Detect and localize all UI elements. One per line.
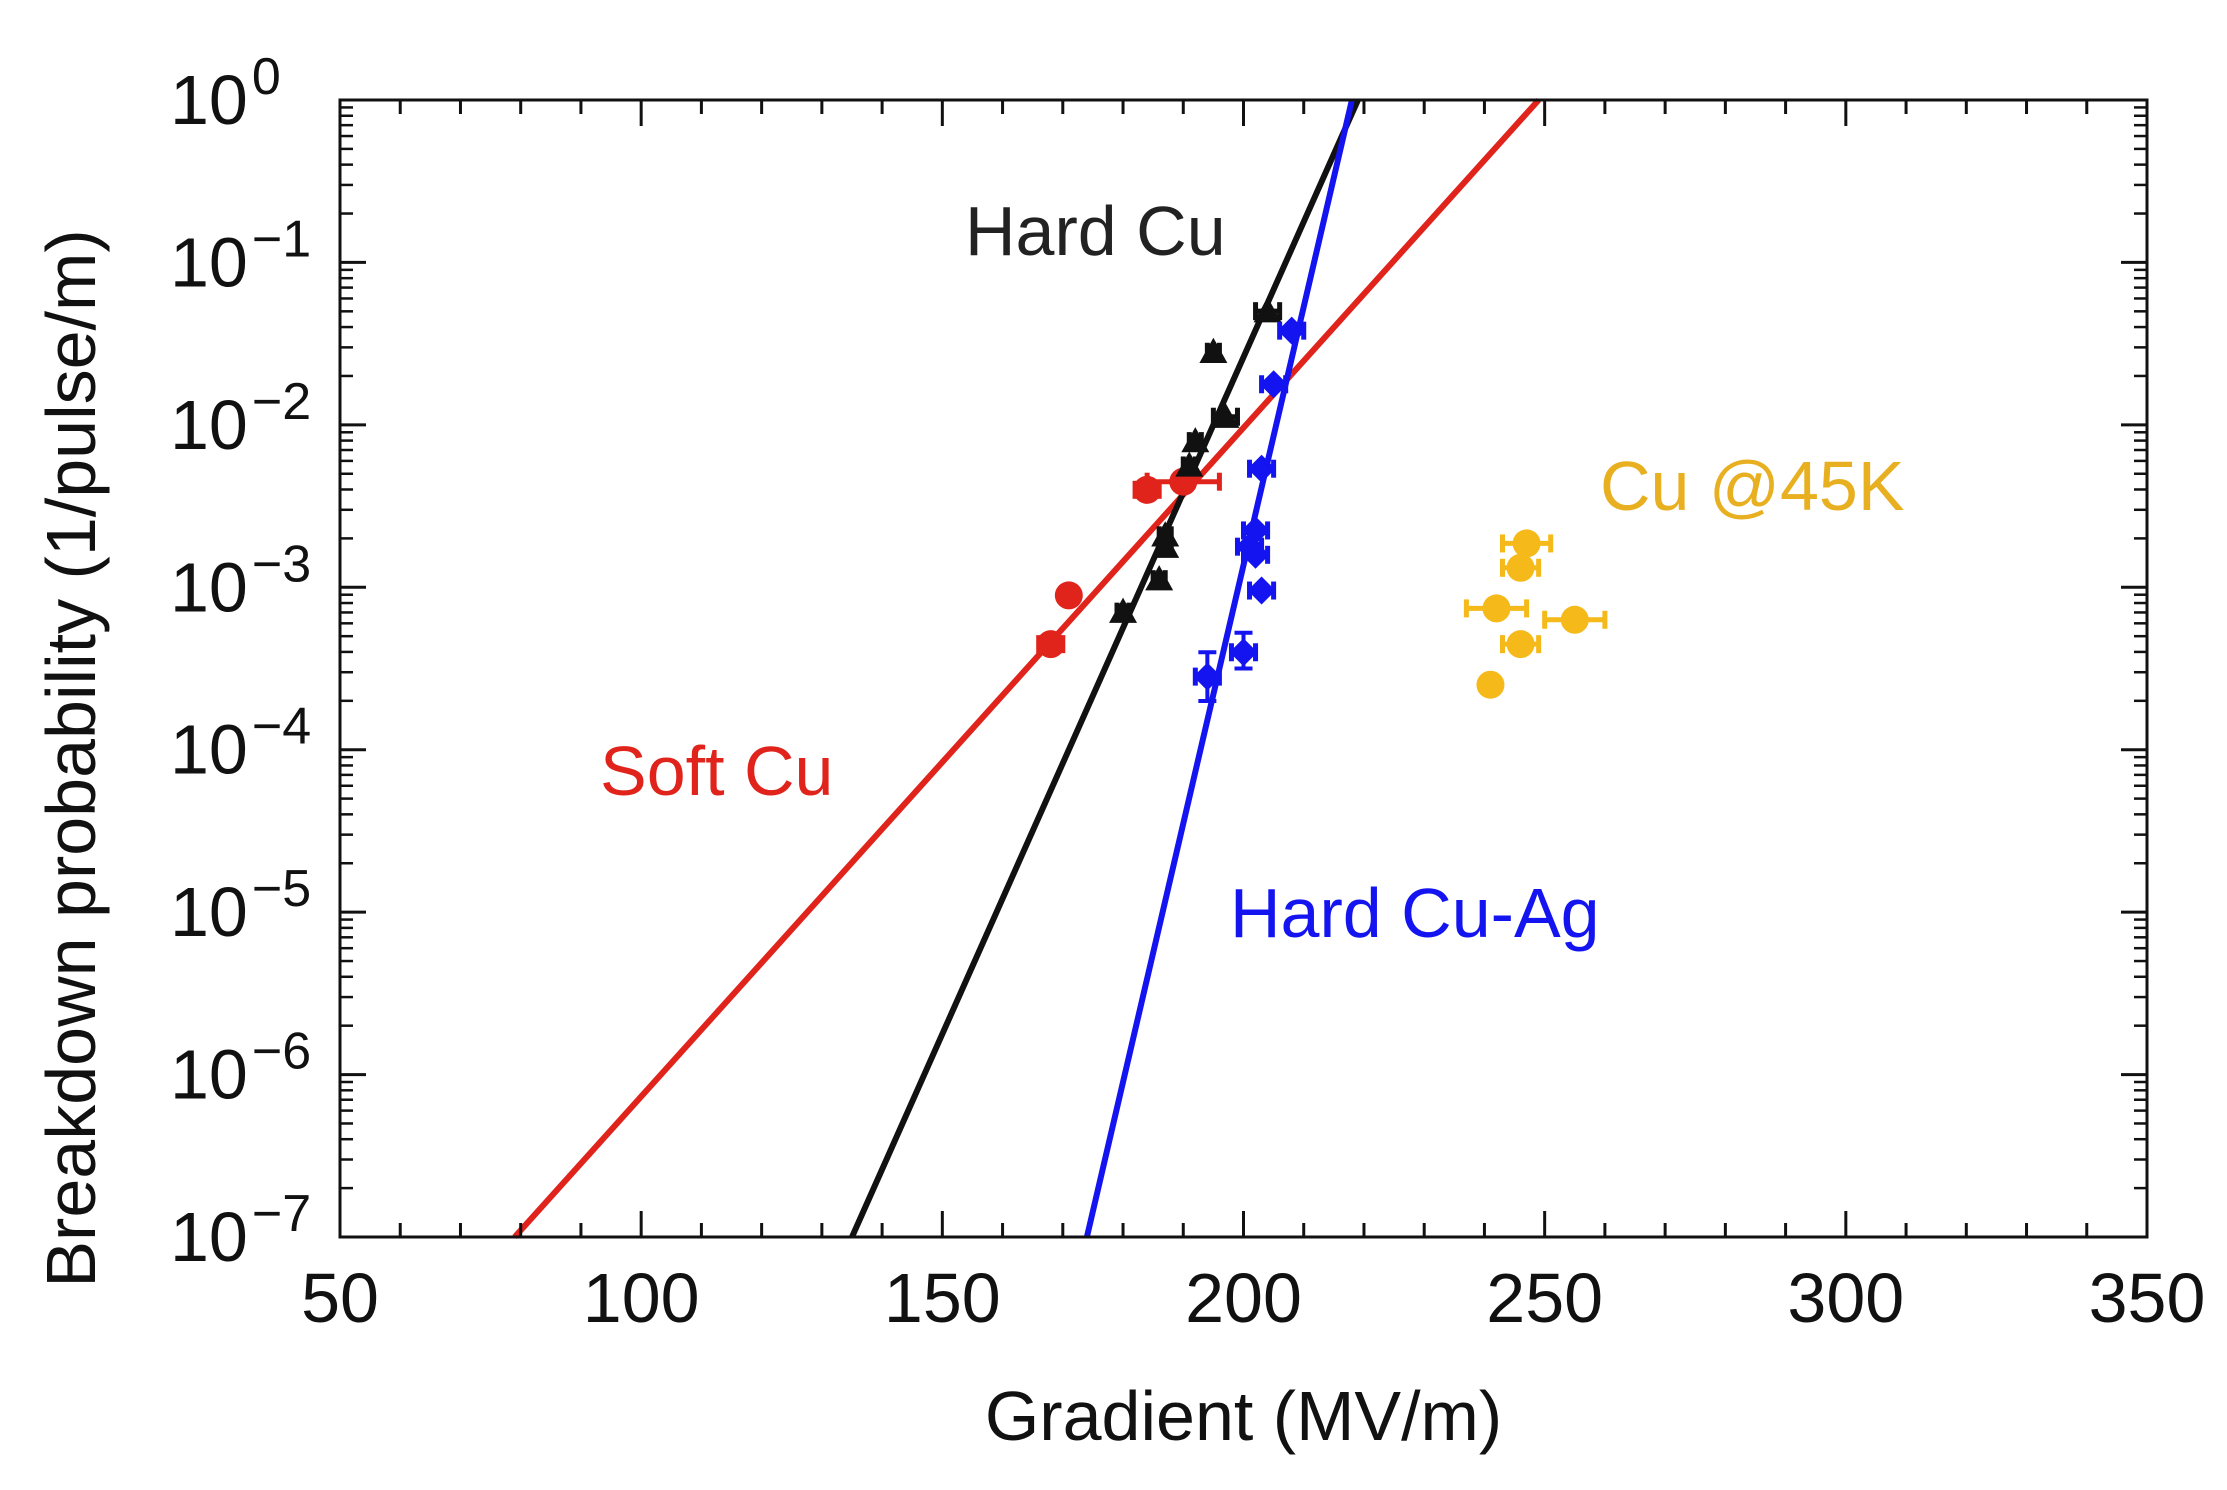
data-point-hard-cu [1199, 337, 1228, 363]
y-axis-title: Breakdown probability (1/pulse/m) [32, 229, 110, 1287]
data-point-hard-cu-ag [1241, 540, 1271, 569]
label-soft-cu: Soft Cu [600, 732, 833, 810]
x-tick-label: 100 [583, 1259, 700, 1337]
y-tick-label: 10−7 [170, 1185, 311, 1276]
marker-diamond [1247, 454, 1276, 483]
data-point-hard-cu [1145, 565, 1174, 591]
marker-diamond [1241, 516, 1270, 545]
data-point-hard-cu [1253, 297, 1283, 323]
x-tick-label: 200 [1185, 1259, 1302, 1337]
y-tick-label: 10−3 [170, 535, 311, 626]
x-tick-label: 250 [1486, 1259, 1603, 1337]
series-annotations: Hard Cu Soft Cu Hard Cu-Ag Cu @45K [600, 192, 1905, 952]
y-tick-label: 10−5 [170, 860, 311, 951]
x-tick-label: 50 [301, 1259, 379, 1337]
y-tick-label: 100 [170, 48, 281, 139]
data-point-hard-cu-ag [1259, 370, 1289, 399]
marker-circle [1512, 529, 1541, 558]
data-point-cu-45k [1500, 553, 1542, 582]
marker-circle [1506, 553, 1535, 582]
marker-circle [1054, 581, 1083, 610]
y-tick-label: 10−1 [170, 210, 311, 301]
fit-lines [512, 97, 1541, 1240]
marker-triangle [1175, 451, 1204, 477]
axis-ticks [338, 98, 2149, 1239]
marker-triangle [1181, 427, 1210, 453]
data-point-cu-45k [1476, 670, 1505, 699]
label-cu-45k: Cu @45K [1600, 447, 1905, 525]
data-point-hard-cu [1181, 427, 1210, 453]
y-tick-label: 10−4 [170, 698, 311, 789]
data-point-cu-45k [1500, 630, 1542, 659]
data-point-hard-cu [1175, 451, 1204, 477]
x-tick-label: 300 [1787, 1259, 1904, 1337]
data-point-hard-cu-ag [1277, 316, 1307, 345]
data-point-hard-cu-ag [1247, 454, 1277, 483]
x-tick-label: 350 [2089, 1259, 2206, 1337]
y-tick-label: 10−6 [170, 1023, 311, 1114]
data-point-soft-cu [1036, 630, 1066, 659]
data-markers [1036, 297, 1608, 703]
tick-labels: 50 100 150 200 250 300 350 100 10−1 10−2 10−3 10−4 1… [170, 48, 2205, 1337]
marker-diamond [1229, 638, 1258, 667]
data-point-hard-cu [1210, 402, 1240, 428]
marker-diamond [1241, 540, 1270, 569]
marker-diamond [1277, 316, 1306, 345]
marker-diamond [1193, 662, 1222, 691]
data-point-hard-cu-ag [1247, 576, 1277, 605]
data-point-cu-45k [1542, 605, 1608, 634]
data-point-cu-45k [1500, 529, 1554, 558]
y-tick-label: 10−2 [170, 373, 311, 464]
marker-circle [1560, 605, 1589, 634]
fit-line-soft-cu [512, 97, 1541, 1240]
data-point-hard-cu [1151, 521, 1180, 547]
data-point-soft-cu [1054, 581, 1083, 610]
label-hard-cu-ag: Hard Cu-Ag [1230, 874, 1600, 952]
marker-triangle [1199, 337, 1228, 363]
marker-diamond [1247, 576, 1276, 605]
marker-triangle [1109, 597, 1138, 623]
marker-triangle [1145, 565, 1174, 591]
fit-line-hard-cu [849, 98, 1361, 1239]
label-hard-cu: Hard Cu [965, 192, 1226, 270]
x-axis-title: Gradient (MV/m) [985, 1377, 1502, 1455]
marker-diamond [1259, 370, 1288, 399]
data-point-hard-cu-ag [1241, 516, 1271, 545]
data-point-hard-cu-ag [1228, 630, 1259, 671]
marker-circle [1476, 670, 1505, 699]
marker-triangle [1253, 297, 1282, 323]
data-point-cu-45k [1463, 594, 1530, 623]
marker-circle [1506, 630, 1535, 659]
marker-circle [1036, 630, 1065, 659]
marker-circle [1482, 594, 1511, 623]
marker-triangle [1211, 402, 1240, 428]
marker-triangle [1151, 521, 1180, 547]
data-point-hard-cu [1109, 597, 1138, 623]
x-tick-label: 150 [884, 1259, 1001, 1337]
data-point-hard-cu-ag [1192, 650, 1222, 703]
